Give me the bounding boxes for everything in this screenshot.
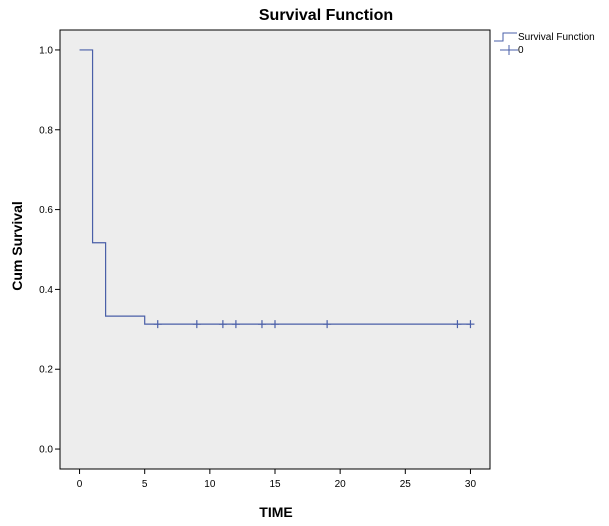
x-axis-ticks: 0 5 10 15 20 25 30 <box>77 469 477 490</box>
censored-marker <box>323 320 332 329</box>
x-tick-label: 30 <box>465 479 477 490</box>
y-tick-label: 0.2 <box>39 365 53 376</box>
y-tick-label: 0.8 <box>39 125 53 136</box>
censored-marker <box>271 320 279 329</box>
censored-marker <box>192 320 201 329</box>
legend: Survival Function 0 <box>494 32 595 56</box>
x-tick-label: 15 <box>269 479 281 490</box>
y-axis-ticks: 0.0 0.2 0.4 0.6 0.8 1.0 <box>39 45 60 456</box>
censored-marker <box>218 320 227 329</box>
legend-step-symbol <box>494 32 517 42</box>
x-tick-label: 5 <box>142 479 148 490</box>
plot-area <box>59 29 491 470</box>
x-tick-label: 10 <box>204 479 216 490</box>
x-tick-label: 25 <box>400 479 412 490</box>
y-tick-label: 0.0 <box>39 445 53 456</box>
survival-step-line <box>79 49 471 325</box>
censored-marker <box>466 320 475 329</box>
censored-marker <box>231 320 240 329</box>
y-axis-title: Cum Survival <box>9 201 25 290</box>
censored-marker <box>453 320 462 329</box>
x-axis-title: TIME <box>259 504 292 520</box>
x-tick-label: 20 <box>335 479 347 490</box>
censored-marker <box>257 320 266 329</box>
x-tick-label: 0 <box>77 479 83 490</box>
chart-title: Survival Function <box>259 7 393 24</box>
y-tick-label: 1.0 <box>39 45 53 56</box>
y-tick-label: 0.4 <box>39 285 53 296</box>
legend-label-censored: 0 <box>518 45 524 56</box>
legend-label-survival: Survival Function <box>518 32 595 43</box>
series-layer <box>79 49 475 329</box>
y-tick-label: 0.6 <box>39 205 53 216</box>
censored-marker <box>153 320 162 329</box>
